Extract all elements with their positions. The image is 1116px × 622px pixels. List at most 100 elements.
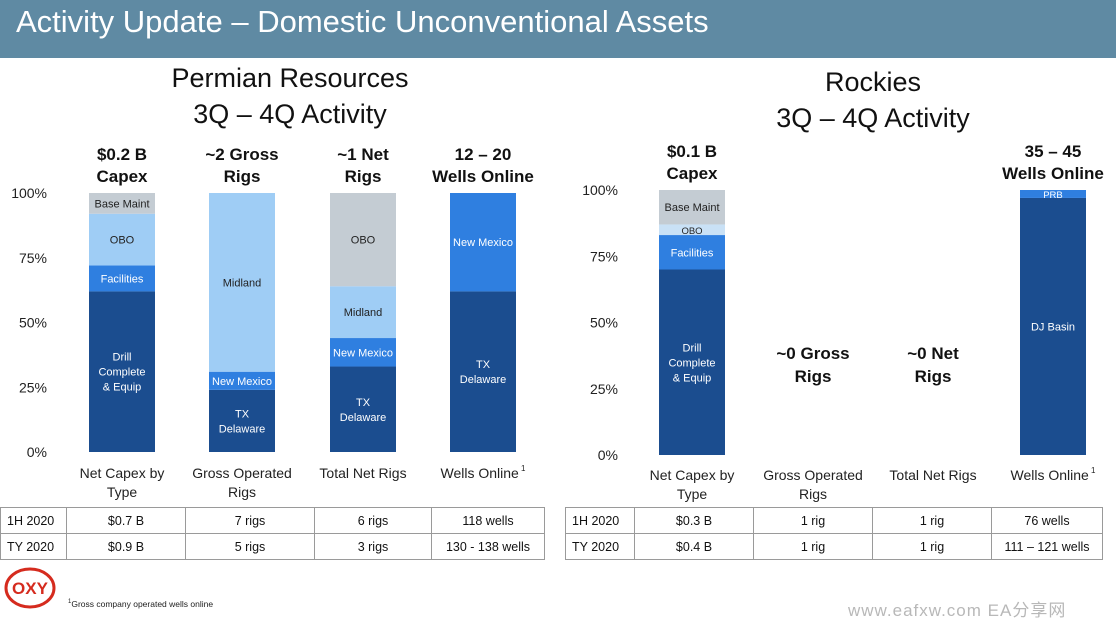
permian-category-label: Total Net Rigs	[319, 465, 406, 481]
permian-bar-segment-new-mexico	[330, 338, 396, 367]
rockies-y-tick-label: 50%	[590, 315, 618, 331]
permian-bar-top-label: Wells Online	[432, 167, 534, 186]
permian-segment-label: & Equip	[103, 382, 142, 394]
permian-segment-label: Facilities	[101, 273, 144, 285]
rockies-segment-label: OBO	[681, 226, 702, 237]
permian-category-label: Type	[107, 484, 138, 500]
table-row: TY 2020 $0.4 B 1 rig 1 rig 111 – 121 wel…	[565, 533, 1103, 560]
permian-y-tick-label: 50%	[19, 315, 47, 331]
permian-bar-segment-tx-delaware	[330, 366, 396, 452]
page-title: Activity Update – Domestic Unconventiona…	[16, 4, 709, 39]
table-cell: 1 rig	[872, 507, 992, 534]
permian-y-tick-label: 0%	[27, 444, 47, 460]
permian-bar-segment-drill-complete-equip	[89, 291, 155, 452]
permian-y-tick-label: 75%	[19, 250, 47, 266]
rockies-center-label: ~0 Net	[907, 344, 959, 363]
permian-bar-segment-midland	[209, 193, 275, 372]
rockies-y-tick-label: 100%	[582, 182, 618, 198]
permian-bar-top-label: ~1 Net	[337, 145, 389, 164]
permian-category-label: Gross Operated	[192, 465, 292, 481]
permian-bar-top-label: $0.2 B	[97, 145, 147, 164]
logo-text: OXY	[12, 579, 49, 598]
rockies-segment-label: Drill	[683, 342, 702, 354]
permian-bar-top-label: ~2 Gross	[205, 145, 278, 164]
rockies-category-label: Wells Online 1	[1011, 466, 1097, 483]
rockies-segment-label: Base Maint	[664, 202, 719, 214]
table-cell: 5 rigs	[185, 533, 315, 560]
rockies-panel-title: Rockies 3Q – 4Q Activity	[733, 64, 1013, 136]
permian-segment-label: Base Maint	[94, 198, 149, 210]
permian-segment-label: Midland	[344, 307, 383, 319]
rockies-bar-top-label: Wells Online	[1002, 164, 1104, 183]
rockies-subtitle: 3Q – 4Q Activity	[776, 103, 970, 133]
row-label: 1H 2020	[565, 507, 635, 534]
rockies-bar-segment-base-maint	[659, 190, 725, 225]
rockies-bar-segment-obo	[659, 224, 725, 236]
permian-bar-top-label: Capex	[96, 167, 148, 186]
rockies-segment-label: DJ Basin	[1031, 321, 1075, 333]
rockies-y-tick-label: 75%	[590, 248, 618, 264]
rockies-title: Rockies	[824, 67, 922, 97]
permian-segment-label: New Mexico	[212, 376, 272, 388]
rockies-category-label: Rigs	[799, 486, 827, 502]
rockies-bar-segment-prb	[1020, 190, 1086, 198]
permian-category-label: Rigs	[228, 484, 256, 500]
table-cell: 130 - 138 wells	[431, 533, 545, 560]
table-row: 1H 2020 $0.7 B 7 rigs 6 rigs 118 wells	[0, 507, 545, 534]
header-bar: Activity Update – Domestic Unconventiona…	[0, 0, 1116, 58]
table-cell: $0.7 B	[66, 507, 186, 534]
permian-bar-top-label: Rigs	[345, 167, 382, 186]
watermark: www.eafxw.com EA分享网	[848, 601, 1067, 620]
permian-segment-label: Delaware	[340, 412, 386, 424]
rockies-center-label: ~0 Gross	[776, 344, 849, 363]
table-cell: 1 rig	[753, 507, 873, 534]
rockies-table: 1H 2020 $0.3 B 1 rig 1 rig 76 wells TY 2…	[565, 507, 1103, 560]
rockies-center-label: Rigs	[795, 367, 832, 386]
permian-bar-segment-base-maint	[89, 193, 155, 214]
permian-segment-label: Midland	[223, 277, 262, 289]
table-cell: 1 rig	[872, 533, 992, 560]
oxy-logo: OXY	[4, 566, 56, 610]
footnote-marker: 1	[1089, 466, 1096, 475]
permian-bar-segment-new-mexico	[450, 193, 516, 292]
footnote-text: Gross company operated wells online	[71, 599, 214, 609]
permian-table: 1H 2020 $0.7 B 7 rigs 6 rigs 118 wells T…	[0, 507, 545, 560]
footnote-marker: 1	[519, 464, 526, 473]
table-cell: 111 – 121 wells	[991, 533, 1103, 560]
permian-title: Permian Resources	[171, 63, 409, 93]
permian-panel-title: Permian Resources 3Q – 4Q Activity	[150, 60, 430, 132]
rockies-y-tick-label: 25%	[590, 381, 618, 397]
permian-bar-segment-new-mexico	[209, 371, 275, 390]
table-cell: 6 rigs	[314, 507, 432, 534]
permian-segment-label: OBO	[110, 235, 135, 247]
rockies-segment-label: PRB	[1043, 190, 1063, 201]
permian-y-tick-label: 100%	[11, 185, 47, 201]
permian-segment-label: New Mexico	[453, 237, 513, 249]
permian-bar-top-label: Rigs	[224, 167, 261, 186]
table-cell: 7 rigs	[185, 507, 315, 534]
rockies-bar-top-label: Capex	[666, 164, 718, 183]
table-row: TY 2020 $0.9 B 5 rigs 3 rigs 130 - 138 w…	[0, 533, 545, 560]
table-cell: $0.3 B	[634, 507, 754, 534]
permian-bar-segment-obo	[89, 213, 155, 266]
permian-segment-label: Delaware	[219, 423, 265, 435]
table-cell: 76 wells	[991, 507, 1103, 534]
permian-segment-label: New Mexico	[333, 347, 393, 359]
permian-bar-segment-tx-delaware	[209, 389, 275, 452]
permian-segment-label: Drill	[113, 352, 132, 364]
table-cell: 3 rigs	[314, 533, 432, 560]
oxy-logo-mark: OXY	[4, 567, 56, 609]
rockies-bar-segment-drill-complete-equip	[659, 269, 725, 455]
permian-bar-segment-midland	[330, 286, 396, 339]
rockies-segment-label: & Equip	[673, 372, 712, 384]
permian-bar-segment-facilities	[89, 265, 155, 292]
rockies-category-label: Type	[677, 486, 708, 502]
permian-segment-label: TX	[235, 408, 250, 420]
rockies-center-label: Rigs	[915, 367, 952, 386]
rockies-category-label: Net Capex by	[650, 467, 735, 483]
permian-bar-segment-tx-delaware	[450, 291, 516, 452]
permian-segment-label: Delaware	[460, 374, 506, 386]
permian-segment-label: TX	[476, 359, 491, 371]
rockies-y-tick-label: 0%	[598, 447, 618, 463]
